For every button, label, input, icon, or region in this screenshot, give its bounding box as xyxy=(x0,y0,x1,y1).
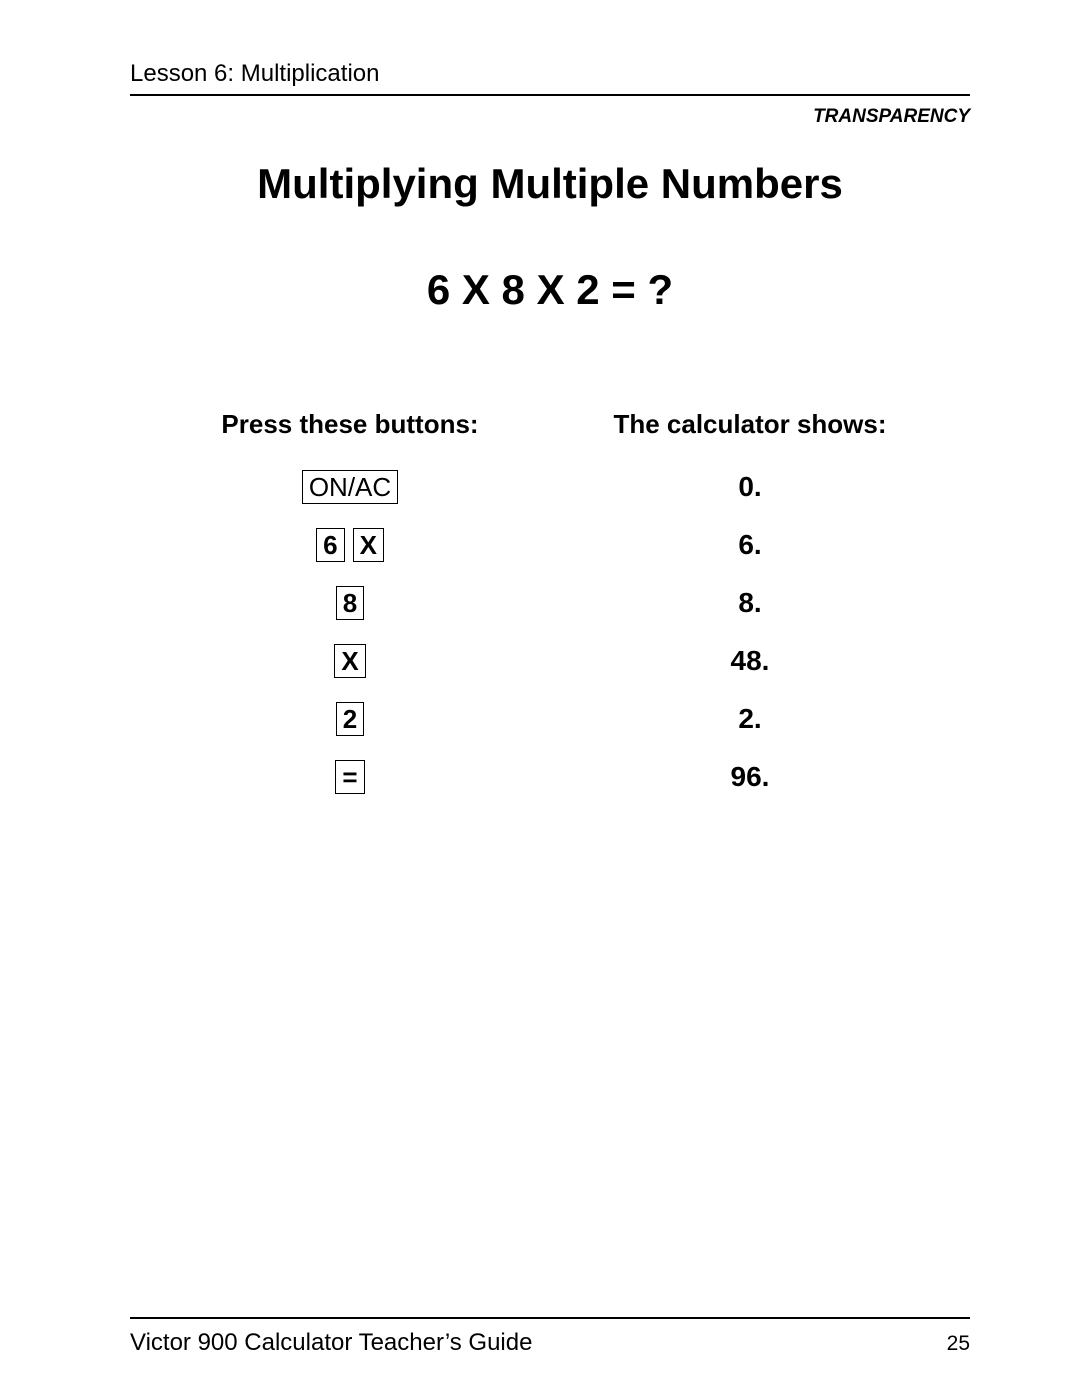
key-row: X xyxy=(150,632,550,690)
page-title: Multiplying Multiple Numbers xyxy=(130,160,970,208)
calculator-shows-column: The calculator shows: 0. 6. 8. 48. 2. 96… xyxy=(550,409,950,806)
display-value: 48. xyxy=(550,632,950,690)
key-row: 8 xyxy=(150,574,550,632)
calc-key-8: 8 xyxy=(336,586,364,620)
instruction-columns: Press these buttons: ON/AC 6 X 8 X 2 = T… xyxy=(130,409,970,806)
calc-key-multiply: X xyxy=(334,644,365,678)
lesson-header: Lesson 6: Multiplication xyxy=(130,60,970,96)
press-buttons-heading: Press these buttons: xyxy=(150,409,550,440)
display-value: 8. xyxy=(550,574,950,632)
key-row: ON/AC xyxy=(150,458,550,516)
display-value: 2. xyxy=(550,690,950,748)
calc-key-multiply: X xyxy=(353,528,384,562)
key-row: 2 xyxy=(150,690,550,748)
footer-page-number: 25 xyxy=(947,1332,970,1356)
calculator-shows-heading: The calculator shows: xyxy=(550,409,950,440)
display-value: 6. xyxy=(550,516,950,574)
equation-text: 6 X 8 X 2 = ? xyxy=(130,266,970,314)
press-buttons-column: Press these buttons: ON/AC 6 X 8 X 2 = xyxy=(150,409,550,806)
transparency-label: TRANSPARENCY xyxy=(130,106,970,128)
calc-key-2: 2 xyxy=(336,702,364,736)
footer-title: Victor 900 Calculator Teacher’s Guide xyxy=(130,1329,532,1357)
calc-key-onac: ON/AC xyxy=(302,470,398,504)
display-value: 96. xyxy=(550,748,950,806)
calc-key-6: 6 xyxy=(316,528,344,562)
key-row: 6 X xyxy=(150,516,550,574)
display-value: 0. xyxy=(550,458,950,516)
calc-key-equals: = xyxy=(335,760,364,794)
page-footer: Victor 900 Calculator Teacher’s Guide 25 xyxy=(130,1317,970,1357)
key-row: = xyxy=(150,748,550,806)
